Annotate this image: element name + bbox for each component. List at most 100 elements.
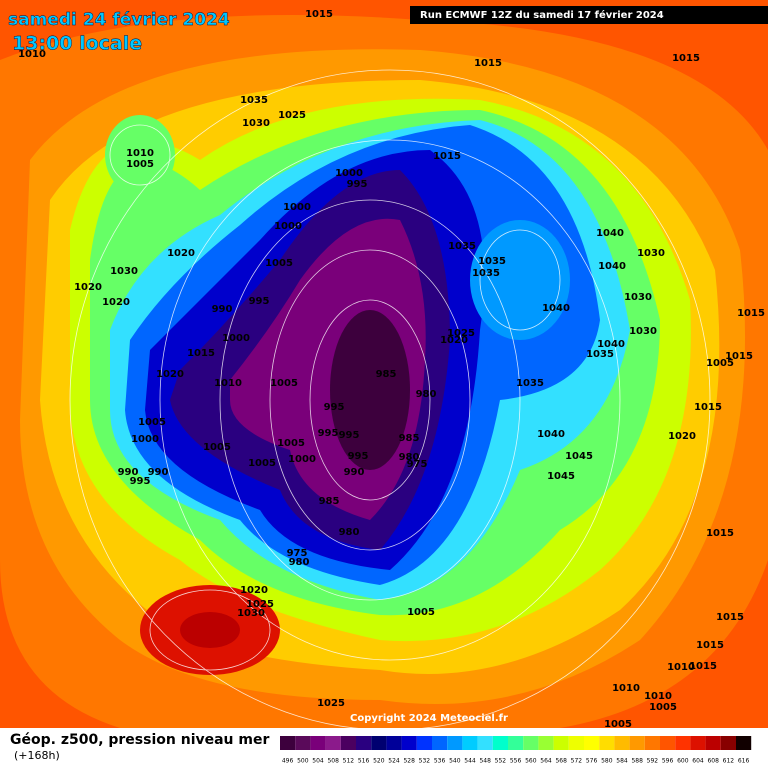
isobar-label: 990 xyxy=(118,467,139,478)
caption: Géop. z500, pression niveau mer xyxy=(10,732,269,748)
isobar-label: 1020 xyxy=(156,369,184,380)
isobar-label: 1015 xyxy=(672,53,700,64)
isobar-label: 980 xyxy=(399,452,420,463)
isobar-label: 1005 xyxy=(604,719,632,730)
legend-swatch xyxy=(614,736,630,750)
legend-swatch xyxy=(447,736,463,750)
legend-swatch xyxy=(325,736,341,750)
legend-label: 508 xyxy=(327,758,339,765)
legend-swatch xyxy=(401,736,417,750)
legend-label: 600 xyxy=(677,758,689,765)
isobar-label: 1025 xyxy=(317,698,345,709)
isobar-label: 1005 xyxy=(270,378,298,389)
isobar-label: 1005 xyxy=(126,159,154,170)
legend-swatch xyxy=(538,736,554,750)
high-core xyxy=(470,220,570,340)
lead-time: (+168h) xyxy=(14,749,60,762)
isobar-label: 1000 xyxy=(283,202,311,213)
isobar-label: 1035 xyxy=(516,378,544,389)
legend-swatch xyxy=(416,736,432,750)
isobar-label: 1000 xyxy=(274,221,302,232)
isobar-label: 990 xyxy=(148,467,169,478)
isobar-label: 980 xyxy=(289,557,310,568)
isobar-label: 1010 xyxy=(644,691,672,702)
isobar-label: 1040 xyxy=(542,303,570,314)
legend-label: 548 xyxy=(479,758,491,765)
isobar-label: 1025 xyxy=(246,599,274,610)
legend-label: 496 xyxy=(282,758,294,765)
isobar-label: 1040 xyxy=(596,228,624,239)
legend-swatch xyxy=(584,736,600,750)
isobar-label: 995 xyxy=(249,296,270,307)
isobar-label: 1015 xyxy=(725,351,753,362)
isobar-label: 1005 xyxy=(265,258,293,269)
isobar-label: 1030 xyxy=(110,266,138,277)
legend-label: 524 xyxy=(388,758,400,765)
isobar-label: 995 xyxy=(130,476,151,487)
legend-label: 528 xyxy=(403,758,415,765)
isobar-label: 1015 xyxy=(689,661,717,672)
legend-label: 596 xyxy=(662,758,674,765)
legend-swatch xyxy=(310,736,326,750)
isobar-label: 1035 xyxy=(472,268,500,279)
run-box xyxy=(410,6,768,24)
legend-label: 568 xyxy=(555,758,567,765)
time: 13:00 locale xyxy=(12,33,142,55)
isobar-label: 1020 xyxy=(240,585,268,596)
isobar-label: 1035 xyxy=(586,349,614,360)
isobar-label: 1025 xyxy=(447,328,475,339)
legend-label: 556 xyxy=(510,758,522,765)
isobar-label: 1010 xyxy=(126,148,154,159)
isobar-label: 1030 xyxy=(629,326,657,337)
isobars xyxy=(69,69,711,731)
legend: 496 500 504 508 512 516 520 524 528 532 536 540 544 5… xyxy=(280,736,752,765)
legend-swatch xyxy=(705,736,721,750)
isobar-label: 995 xyxy=(324,402,345,413)
legend-swatch xyxy=(553,736,569,750)
legend-swatch xyxy=(720,736,736,750)
isobar-label: 985 xyxy=(376,369,397,380)
legend-label: 532 xyxy=(419,758,431,765)
isobar-label: 1020 xyxy=(668,431,696,442)
isobar-label: 1015 xyxy=(433,151,461,162)
isobar-label: 1015 xyxy=(706,528,734,539)
isobar-label: 1005 xyxy=(706,358,734,369)
isobar-label: 1005 xyxy=(248,458,276,469)
isobar-label: 1005 xyxy=(203,442,231,453)
isobar-label: 1000 xyxy=(222,333,250,344)
isobar-label: 1035 xyxy=(240,95,268,106)
legend-swatch xyxy=(492,736,508,750)
isobar-label: 1015 xyxy=(474,58,502,69)
legend-label: 612 xyxy=(723,758,735,765)
isobar-label: 1045 xyxy=(565,451,593,462)
legend-label: 512 xyxy=(343,758,355,765)
legend-label: 580 xyxy=(601,758,613,765)
isobar-label: 995 xyxy=(348,451,369,462)
isobar-label: 1020 xyxy=(102,297,130,308)
isobar-label: 995 xyxy=(318,428,339,439)
legend-swatch xyxy=(295,736,311,750)
legend-swatch xyxy=(629,736,645,750)
isobar-label: 980 xyxy=(339,527,360,538)
isobar-label: 1040 xyxy=(598,261,626,272)
legend-swatch xyxy=(644,736,660,750)
isobar-label: 975 xyxy=(287,548,308,559)
legend-swatch xyxy=(371,736,387,750)
isobar-label: 1015 xyxy=(716,612,744,623)
legend-label: 516 xyxy=(358,758,370,765)
isobar-label: 1010 xyxy=(667,662,695,673)
isobar-label: 1020 xyxy=(440,335,468,346)
isobar-label: 975 xyxy=(407,459,428,470)
isobar-label: 1030 xyxy=(624,292,652,303)
legend-swatch xyxy=(508,736,524,750)
legend-swatch xyxy=(340,736,356,750)
legend-swatch xyxy=(660,736,676,750)
legend-swatch xyxy=(462,736,478,750)
legend-swatch xyxy=(280,736,296,750)
isobar-label: 1030 xyxy=(237,608,265,619)
isobar-label: 1010 xyxy=(214,378,242,389)
isobar-label: 1005 xyxy=(407,607,435,618)
isobar-label: 1000 xyxy=(131,434,159,445)
